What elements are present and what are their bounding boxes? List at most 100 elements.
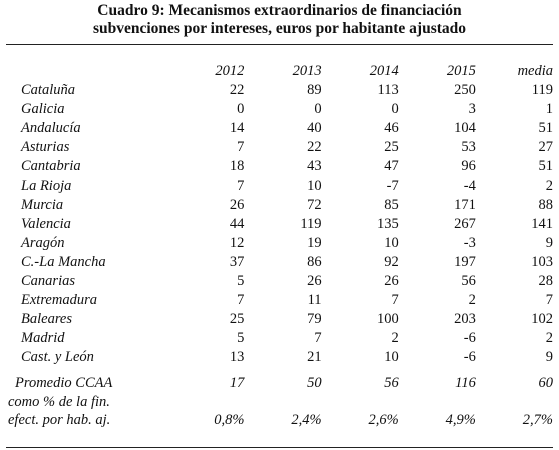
header-row: 2012 2013 2014 2015 media	[6, 62, 553, 81]
cell-value: 10	[384, 349, 399, 366]
header-2015: 2015	[446, 63, 476, 79]
title-line-1: Cuadro 9: Mecanismos extraordinarios de …	[97, 2, 462, 19]
cell-value: 89	[307, 82, 322, 99]
cell-value: 22	[307, 139, 322, 156]
region-name: Cataluña	[21, 82, 75, 99]
table-row: Extremadura 7 11 7 2 7	[6, 291, 553, 310]
table-row: Baleares 25 79 100 203 102	[6, 310, 553, 329]
average-label: Promedio CCAA	[15, 374, 113, 391]
cell-value: 104	[454, 120, 476, 137]
cell-value: 135	[376, 215, 399, 232]
cell-value: 5	[237, 330, 245, 347]
region-name: Andalucía	[21, 120, 81, 137]
region-name: Asturias	[21, 139, 70, 156]
cell-value: 2	[468, 292, 476, 309]
average-row: Promedio CCAA 17 50 56 116 60	[6, 368, 553, 393]
table-title: Cuadro 9: Mecanismos extraordinarios de …	[0, 2, 559, 38]
table-row: Cast. y León 13 21 10 -6 9	[6, 348, 553, 367]
average-value: 116	[455, 374, 476, 391]
cell-value: 25	[384, 139, 399, 156]
average-value: 50	[307, 374, 322, 391]
cell-value: 37	[229, 253, 245, 270]
cell-value: 53	[461, 139, 476, 156]
cell-value: 7	[237, 292, 245, 309]
cell-value: 7	[314, 330, 322, 347]
title-line-2: subvenciones por intereses, euros por ha…	[92, 20, 467, 37]
cell-value: 203	[454, 311, 476, 328]
region-name: Baleares	[21, 311, 73, 328]
percent-label-row: como % de la fin.	[6, 393, 553, 411]
cell-value: 171	[454, 196, 476, 213]
cell-value: 88	[538, 196, 554, 213]
cell-value: 197	[454, 253, 476, 270]
table-row: Valencia 44 119 135 267 141	[6, 215, 553, 234]
cell-value: 40	[307, 120, 322, 137]
cell-value: 7	[237, 139, 245, 156]
cell-value: 10	[307, 177, 322, 194]
header-region	[6, 62, 167, 81]
cell-value: 7	[237, 177, 245, 194]
cell-value: 0	[391, 101, 399, 118]
header-2014: 2014	[369, 63, 399, 79]
cell-value: 267	[454, 215, 476, 232]
region-name: Cantabria	[21, 158, 81, 175]
percent-value: 2,6%	[368, 411, 399, 428]
percent-value: 2,7%	[522, 411, 553, 428]
percent-label-line-2: efect. por hab. aj.	[8, 411, 111, 428]
cell-value: 25	[229, 311, 245, 328]
cell-value: 7	[391, 292, 399, 309]
cell-value: 7	[545, 292, 553, 309]
table-row: Cataluña 22 89 113 250 119	[6, 81, 553, 100]
cell-value: 96	[461, 158, 476, 175]
cell-value: 26	[307, 273, 322, 290]
cell-value: 85	[384, 196, 399, 213]
table-row: C.-La Mancha 37 86 92 197 103	[6, 253, 553, 272]
cell-value: 86	[307, 253, 322, 270]
cell-value: 9	[545, 349, 553, 366]
cell-value: 10	[384, 234, 399, 251]
cell-value: -6	[463, 349, 476, 366]
cell-value: 2	[545, 330, 553, 347]
cell-value: 1	[545, 101, 553, 118]
cell-value: 11	[307, 292, 322, 309]
region-name: Valencia	[21, 215, 71, 232]
table-row: Canarias 5 26 26 56 28	[6, 272, 553, 291]
cell-value: 2	[391, 330, 399, 347]
cell-value: 44	[229, 215, 245, 232]
region-name: Murcia	[21, 196, 64, 213]
cell-value: 51	[538, 120, 554, 137]
region-name: Madrid	[21, 330, 65, 347]
cell-value: 9	[545, 234, 553, 251]
cell-value: 119	[531, 82, 553, 99]
cell-value: 22	[229, 82, 245, 99]
cell-value: 5	[237, 273, 245, 290]
percent-value: 2,4%	[291, 411, 322, 428]
cell-value: 21	[307, 349, 322, 366]
table-row: Madrid 5 7 2 -6 2	[6, 329, 553, 348]
table-row: Cantabria 18 43 47 96 51	[6, 157, 553, 176]
average-value: 17	[229, 374, 245, 391]
cell-value: 14	[229, 120, 245, 137]
cell-value: 18	[229, 158, 245, 175]
average-value: 56	[384, 374, 399, 391]
header-2013: 2013	[292, 63, 322, 79]
table-row: La Rioja 7 10 -7 -4 2	[6, 177, 553, 196]
average-value: 60	[538, 374, 554, 391]
cell-value: 250	[454, 82, 476, 99]
cell-value: 56	[461, 273, 476, 290]
table-row: Aragón 12 19 10 -3 9	[6, 234, 553, 253]
cell-value: 113	[377, 82, 399, 99]
cell-value: -3	[463, 234, 476, 251]
region-name: Extremadura	[21, 292, 97, 309]
cell-value: -6	[463, 330, 476, 347]
region-name: Galicia	[21, 101, 65, 118]
region-name: La Rioja	[21, 177, 72, 194]
top-rule	[6, 44, 553, 45]
cell-value: 103	[531, 253, 553, 270]
cell-value: 43	[307, 158, 322, 175]
header-media: media	[517, 63, 553, 79]
region-name: C.-La Mancha	[21, 253, 106, 270]
percent-value: 0,8%	[214, 411, 245, 428]
cell-value: 46	[384, 120, 399, 137]
bottom-rule	[6, 447, 553, 448]
